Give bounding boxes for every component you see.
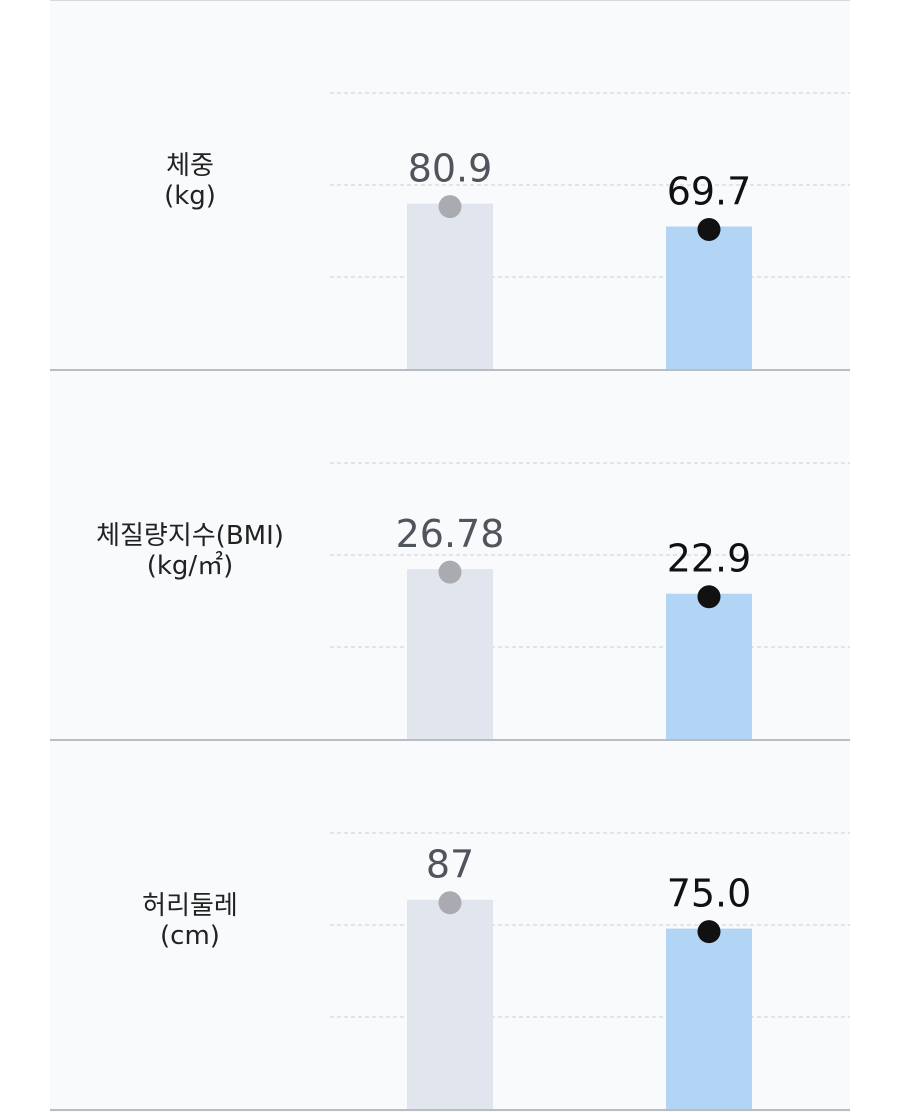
weight-bar-chart: 80.9 69.7	[330, 92, 850, 369]
after-bar	[666, 226, 752, 369]
row-label-weight: 체중 (kg)	[50, 151, 330, 211]
before-marker-dot	[438, 891, 462, 915]
after-bar	[666, 928, 752, 1109]
comparison-chart-panel: 체중 (kg) 80.9 69.7 체질량지수(BMI) (kg/㎡) 26.78…	[50, 0, 850, 1112]
after-bar	[666, 593, 752, 739]
chart-row-bmi: 체질량지수(BMI) (kg/㎡) 26.78 22.9	[50, 371, 850, 741]
row-label-line: 체중	[166, 151, 214, 181]
chart-row-waist: 허리둘레 (cm) 87 75.0	[50, 741, 850, 1111]
chart-row-weight: 체중 (kg) 80.9 69.7	[50, 1, 850, 371]
row-divider	[50, 369, 850, 371]
after-marker-dot	[697, 920, 721, 944]
row-label-bmi: 체질량지수(BMI) (kg/㎡)	[50, 521, 330, 581]
before-value-label: 26.78	[396, 512, 505, 556]
row-divider	[50, 1109, 850, 1111]
before-value-label: 87	[426, 843, 474, 887]
before-value-label: 80.9	[408, 147, 493, 191]
row-label-line: 체질량지수(BMI)	[96, 521, 284, 551]
after-value-label: 22.9	[667, 537, 752, 581]
row-label-unit: (cm)	[160, 921, 220, 951]
before-marker-dot	[438, 195, 462, 219]
after-marker-dot	[697, 218, 721, 242]
before-bar	[407, 203, 493, 369]
after-value-label: 69.7	[667, 170, 752, 214]
before-bar	[407, 569, 493, 739]
row-label-unit: (kg)	[164, 181, 216, 211]
row-label-unit: (kg/㎡)	[146, 551, 234, 581]
waist-bar-chart: 87 75.0	[330, 832, 850, 1109]
row-divider	[50, 739, 850, 741]
after-value-label: 75.0	[667, 872, 752, 916]
bmi-bar-chart: 26.78 22.9	[330, 462, 850, 739]
before-marker-dot	[438, 560, 462, 584]
row-label-waist: 허리둘레 (cm)	[50, 891, 330, 951]
row-label-line: 허리둘레	[142, 891, 238, 921]
before-bar	[407, 899, 493, 1109]
after-marker-dot	[697, 585, 721, 609]
